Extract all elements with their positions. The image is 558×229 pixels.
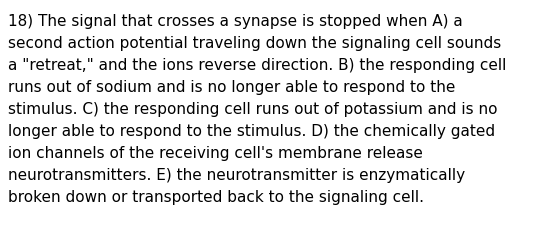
Text: 18) The signal that crosses a synapse is stopped when A) a: 18) The signal that crosses a synapse is… [8, 14, 463, 29]
Text: a "retreat," and the ions reverse direction. B) the responding cell: a "retreat," and the ions reverse direct… [8, 58, 506, 73]
Text: runs out of sodium and is no longer able to respond to the: runs out of sodium and is no longer able… [8, 80, 455, 95]
Text: broken down or transported back to the signaling cell.: broken down or transported back to the s… [8, 189, 424, 204]
Text: neurotransmitters. E) the neurotransmitter is enzymatically: neurotransmitters. E) the neurotransmitt… [8, 167, 465, 182]
Text: second action potential traveling down the signaling cell sounds: second action potential traveling down t… [8, 36, 501, 51]
Text: stimulus. C) the responding cell runs out of potassium and is no: stimulus. C) the responding cell runs ou… [8, 101, 498, 117]
Text: longer able to respond to the stimulus. D) the chemically gated: longer able to respond to the stimulus. … [8, 123, 495, 138]
Text: ion channels of the receiving cell's membrane release: ion channels of the receiving cell's mem… [8, 145, 423, 160]
